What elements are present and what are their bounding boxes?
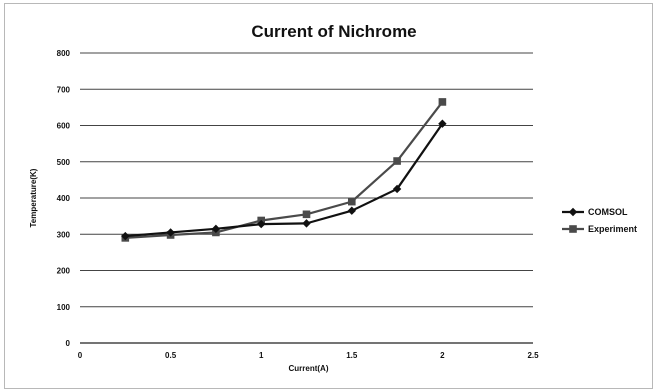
chart-frame — [4, 3, 653, 389]
x-tick-label: 2 — [440, 351, 445, 360]
data-point — [438, 98, 447, 106]
legend-item-experiment: Experiment — [562, 224, 637, 234]
data-point — [211, 224, 221, 234]
y-tick-label: 0 — [66, 339, 71, 348]
x-axis-label: Current(A) — [289, 364, 329, 373]
x-tick-label: 1 — [259, 351, 264, 360]
series-line — [125, 101, 444, 239]
series-line — [125, 123, 444, 238]
legend-marker — [569, 225, 577, 233]
x-tick-label: 0 — [78, 351, 83, 360]
data-point — [302, 210, 311, 219]
x-tick-label: 2.5 — [527, 351, 539, 360]
x-tick-label: 0.5 — [165, 351, 177, 360]
y-tick-label: 100 — [57, 303, 71, 312]
series-layer — [121, 98, 447, 242]
data-point — [347, 206, 356, 215]
data-point — [302, 219, 311, 228]
chart-title: Current of Nichrome — [251, 22, 416, 41]
y-tick-label: 600 — [57, 122, 71, 131]
data-point — [393, 157, 401, 165]
data-point — [121, 231, 130, 241]
gridlines — [80, 52, 533, 308]
y-tick-label: 300 — [57, 230, 71, 239]
legend-item-comsol: COMSOL — [562, 207, 628, 217]
y-tick-label: 500 — [57, 158, 71, 167]
data-point — [166, 228, 175, 237]
legend-marker — [568, 207, 578, 217]
legend-label: Experiment — [588, 224, 637, 234]
series-experiment — [121, 98, 447, 242]
legend: COMSOL Experiment — [562, 207, 637, 234]
series-comsol — [121, 119, 447, 241]
y-tick-label: 200 — [57, 267, 71, 276]
x-tick-label: 1.5 — [346, 351, 358, 360]
y-axis-label: Temperature(K) — [29, 168, 38, 227]
y-axis-ticks: 0 100 200 300 400 500 600 700 800 — [57, 49, 71, 348]
data-point — [438, 119, 447, 128]
legend-label: COMSOL — [588, 207, 628, 217]
y-tick-label: 700 — [57, 85, 71, 94]
y-tick-label: 400 — [57, 194, 71, 203]
data-point — [348, 197, 356, 206]
data-point — [257, 219, 266, 229]
y-tick-label: 800 — [57, 49, 71, 58]
x-axis-ticks: 0 0.5 1 1.5 2 2.5 — [78, 351, 539, 360]
data-point — [392, 184, 402, 194]
